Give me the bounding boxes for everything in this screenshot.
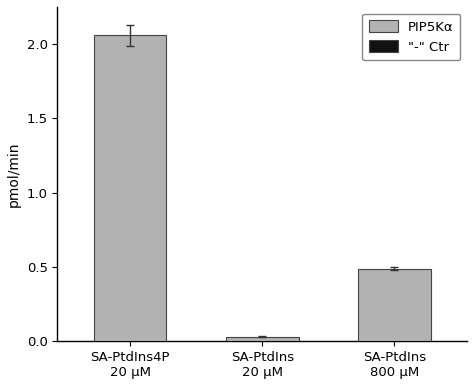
Bar	[226, 340, 299, 341]
Bar	[94, 35, 166, 341]
Bar	[226, 337, 299, 341]
Bar	[358, 340, 431, 341]
Legend: PIP5Kα, "-" Ctr: PIP5Kα, "-" Ctr	[362, 14, 460, 60]
Bar	[358, 269, 431, 341]
Y-axis label: pmol/min: pmol/min	[7, 141, 21, 207]
Bar	[94, 340, 166, 341]
